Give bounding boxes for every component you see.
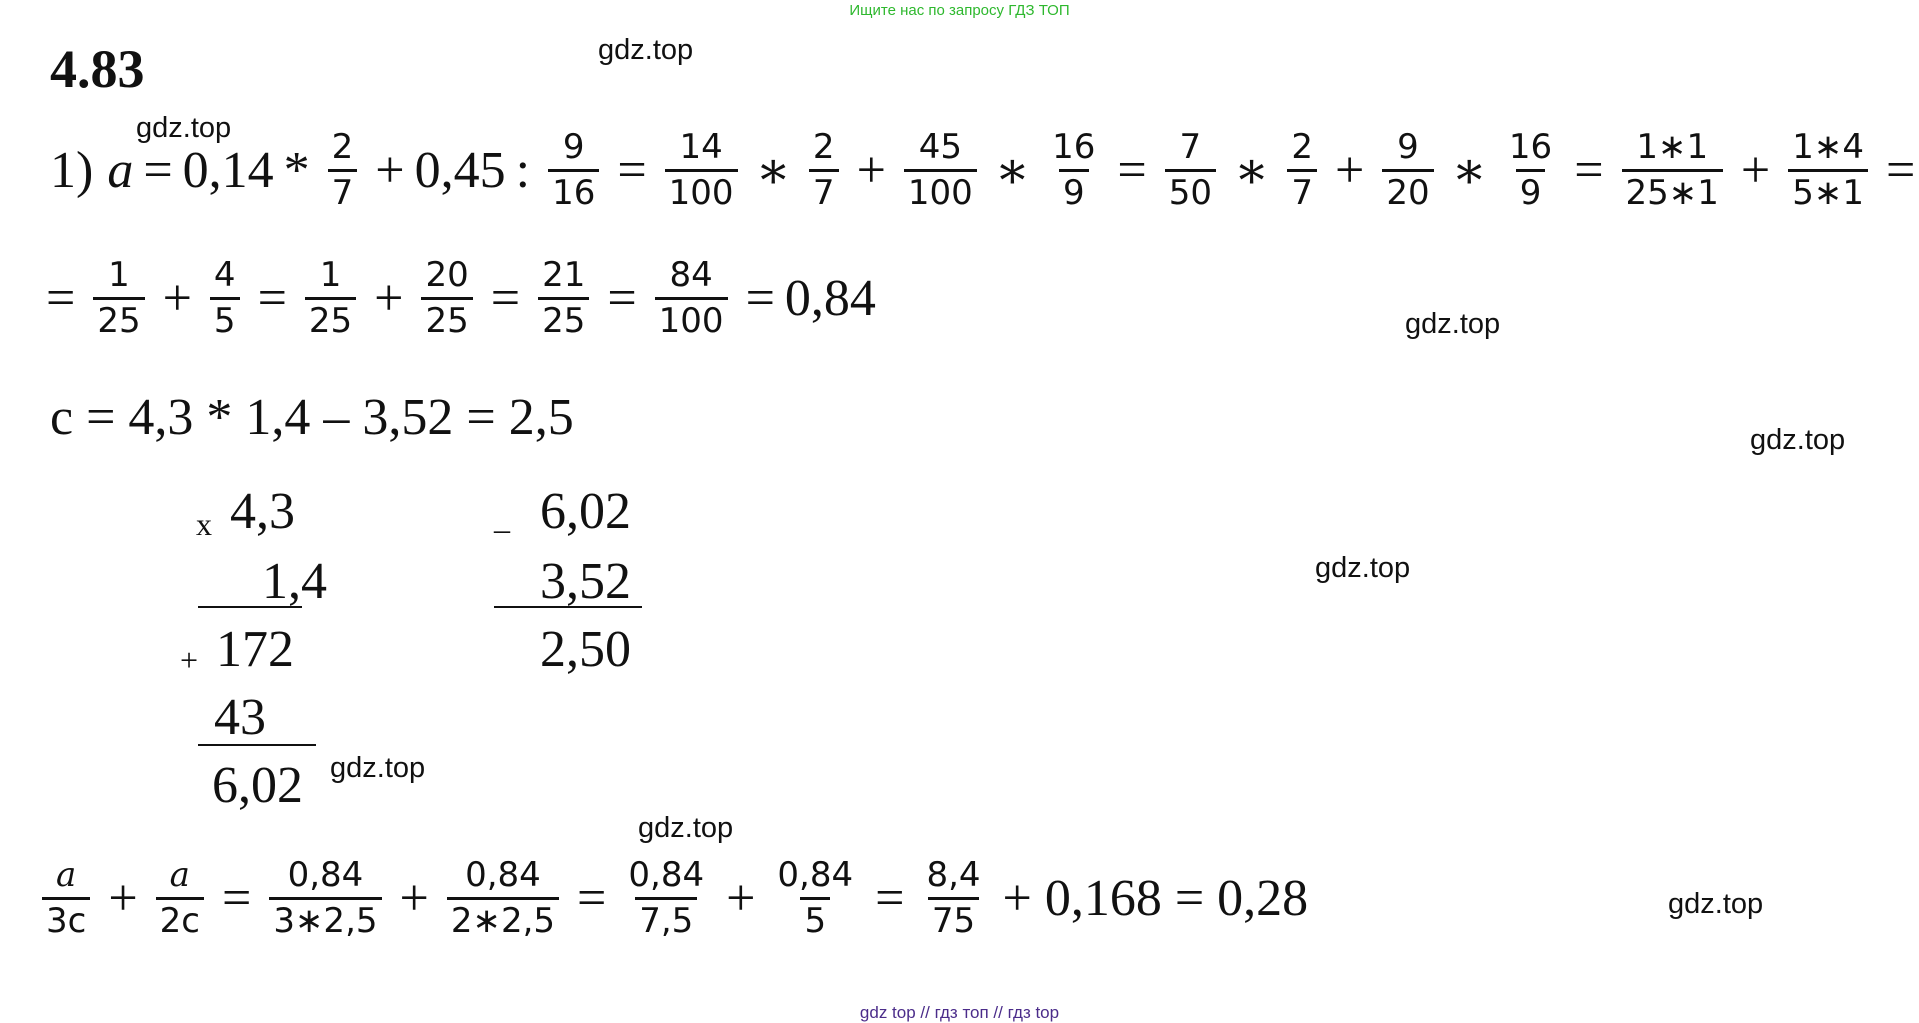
fraction: 1∗1 25∗1 <box>1621 127 1723 213</box>
watermark: gdz.top <box>1405 308 1501 340</box>
sub-rule <box>494 606 642 608</box>
problem-number: 4.83 <box>50 39 145 99</box>
plus: + <box>1740 142 1771 200</box>
minus-sign: _ <box>494 500 510 536</box>
equals: = <box>221 870 252 928</box>
equals: = <box>490 270 521 328</box>
equals: = <box>1886 142 1916 200</box>
equals: = <box>257 270 287 328</box>
plus-sign: + <box>180 642 199 678</box>
fraction: 9 20 <box>1382 127 1434 213</box>
final-result: + 0,168 = 0,28 <box>1002 870 1309 928</box>
fraction: 16 9 <box>1508 127 1553 214</box>
equation-line-3: c = 4,3 * 1,4 – 3,52 = 2,5 <box>50 388 574 447</box>
plus: + <box>108 870 138 928</box>
multiply-sign: x <box>196 506 212 542</box>
variable-a: a <box>107 142 134 200</box>
fraction: 0,84 2∗2,5 <box>446 855 560 941</box>
multiply: * <box>283 142 310 200</box>
equals: = <box>875 870 905 928</box>
watermark: gdz.top <box>330 752 426 784</box>
mult-result-rule <box>198 744 316 746</box>
footer-links[interactable]: gdz top // гдз топ // гдз top <box>859 1003 1060 1022</box>
fraction: 84 100 <box>654 255 728 341</box>
equals: = <box>607 270 637 328</box>
multiply: ∗ <box>1234 142 1270 200</box>
equals: = <box>745 270 775 328</box>
fraction: 0,84 7,5 <box>628 855 705 942</box>
mult-rule <box>198 606 302 608</box>
watermark: gdz.top <box>136 112 232 144</box>
divide: : <box>515 142 531 200</box>
fraction: 1 25 <box>93 255 145 341</box>
multiply: ∗ <box>994 142 1031 200</box>
plus: + <box>374 270 404 328</box>
sub-result: 2,50 <box>540 621 631 678</box>
watermark: gdz.top <box>1668 888 1764 920</box>
fraction: 0,84 5 <box>777 855 854 942</box>
partial-product-1: 172 <box>216 621 294 678</box>
equation-line-4: a 3c + a 2c = 0,84 3∗2,5 + 0,84 2∗2,5 = 0,84… <box>42 855 1318 942</box>
fraction: 1∗4 5∗1 <box>1788 127 1868 213</box>
plus: + <box>375 142 405 200</box>
plus: + <box>726 870 756 928</box>
value: 0,45 <box>414 142 506 200</box>
fraction: 7 50 <box>1164 127 1216 213</box>
equals: = <box>143 142 173 200</box>
watermark: gdz.top <box>598 34 694 66</box>
multiply: ∗ <box>755 142 791 200</box>
equals: = <box>1574 142 1604 200</box>
multiply: ∗ <box>1451 142 1487 200</box>
value: 0,14 <box>182 142 274 200</box>
equals: = <box>617 142 647 200</box>
fraction: a 2c <box>155 855 204 941</box>
equals: = <box>1117 142 1147 200</box>
fraction: 20 25 <box>421 255 473 341</box>
plus: + <box>399 870 429 928</box>
top-banner: Ищите нас по запросу ГДЗ ТОП <box>849 2 1070 19</box>
result-value: 0,84 <box>784 270 876 328</box>
watermark: gdz.top <box>1750 424 1846 456</box>
plus: + <box>162 270 192 328</box>
mult-operand-b: 1,4 <box>262 553 327 610</box>
partial-product-2: 43 <box>214 689 266 746</box>
fraction: 8,4 75 <box>926 855 981 942</box>
fraction: 45 100 <box>903 127 977 213</box>
plus: + <box>856 142 886 200</box>
equation-c: c = 4,3 * 1,4 – 3,52 = 2,5 <box>50 389 574 446</box>
equals: = <box>577 870 607 928</box>
item-prefix: 1) <box>50 142 94 200</box>
fraction: 0,84 3∗2,5 <box>269 855 382 941</box>
mult-operand-a: 4,3 <box>230 483 295 540</box>
watermark: gdz.top <box>638 812 734 844</box>
fraction: 1 25 <box>304 255 357 341</box>
sub-operand-a: 6,02 <box>540 483 631 540</box>
mult-result: 6,02 <box>212 757 303 814</box>
equals: = <box>46 270 76 328</box>
fraction: 9 16 <box>548 127 600 213</box>
plus: + <box>1334 142 1365 200</box>
sub-operand-b: 3,52 <box>540 553 631 610</box>
fraction: 21 25 <box>538 255 590 341</box>
fraction: a 3c <box>42 855 91 941</box>
fraction: 14 100 <box>664 127 738 213</box>
watermark: gdz.top <box>1315 552 1411 584</box>
fraction: 16 9 <box>1052 127 1096 214</box>
